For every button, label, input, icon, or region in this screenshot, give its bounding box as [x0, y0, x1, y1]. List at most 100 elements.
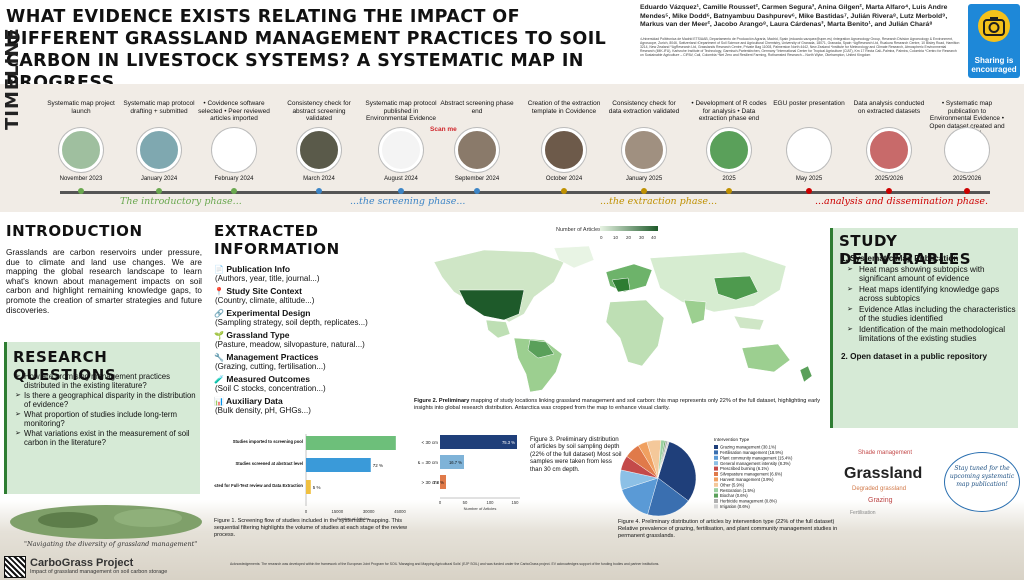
- landscape-photo: [10, 505, 202, 539]
- poster-title: WHAT EVIDENCE EXISTS RELATING THE IMPACT…: [6, 7, 607, 93]
- timeline-milestone: Consistency check for data extraction va…: [605, 84, 683, 194]
- category-icon: 📄: [214, 265, 224, 274]
- timeline-milestone: Consistency check for abstract screening…: [280, 84, 358, 194]
- legend-entry: General management intensity (8.3%): [720, 461, 791, 466]
- pie-slice: [647, 477, 689, 517]
- extracted-item-description: (Grazing, cutting, fertilisation...): [215, 362, 326, 371]
- share-label: Sharing is encouraged: [971, 56, 1017, 74]
- milestone-photo: [379, 128, 423, 172]
- legend-entry: Silvopasture management (6.6%): [720, 472, 783, 477]
- milestone-dot: [316, 188, 322, 194]
- legend-tick: 10: [613, 235, 619, 240]
- world-map: Number of Articles 0 10 20 30 40: [414, 224, 826, 418]
- list-item: How are promising management practices d…: [15, 372, 199, 390]
- timeline-axis: [60, 191, 990, 194]
- legend-swatch: [714, 455, 718, 460]
- category-label: Studies selected for Full-Text review an…: [214, 483, 303, 488]
- word-cloud: Shade management Grassland Degraded gras…: [844, 450, 922, 516]
- extracted-item-description: (Bulk density, pH, GHGs...): [215, 406, 311, 415]
- x-tick-label: 100: [487, 500, 495, 505]
- extracted-item-title-row: 📍 Study Site Context: [214, 286, 414, 296]
- milestone-dot: [561, 188, 567, 194]
- milestone-dot: [78, 188, 84, 194]
- figure-2-caption: Figure 2. Preliminary mapping of study l…: [414, 398, 824, 412]
- milestone-date: September 2024: [454, 176, 500, 182]
- legend-title: Intervention Type: [714, 437, 750, 442]
- legend-swatch: [714, 450, 718, 455]
- legend-swatch: [714, 488, 718, 493]
- timeline-milestone: • Development of R codes for analysis • …: [690, 84, 768, 194]
- x-tick-label: 50: [463, 500, 468, 505]
- category-icon: 🧪: [214, 375, 224, 384]
- figure-4-caption: Figure 4. Preliminary distribution of ar…: [618, 519, 838, 539]
- milestone-date: November 2023: [59, 176, 103, 182]
- extracted-item-title-row: 🔗 Experimental Design: [214, 308, 414, 318]
- extracted-item-title: Management Practices: [226, 352, 319, 362]
- stay-tuned-bubble: Stay tuned for the upcoming systematic m…: [944, 452, 1020, 512]
- milestone-dot: [398, 188, 404, 194]
- legend-swatch: [714, 466, 718, 471]
- milestone-date: October 2024: [545, 176, 583, 182]
- category-label: Studies imported to screening pool: [233, 439, 303, 444]
- legend-entry: Prescribed burning (6.1%): [720, 466, 769, 471]
- introduction-text: Grasslands are carbon reservoirs under p…: [6, 248, 202, 315]
- x-tick-label: 0: [439, 500, 442, 505]
- x-tick-label: 45000: [394, 509, 406, 514]
- bar: [440, 455, 464, 469]
- x-tick-label: 15000: [332, 509, 344, 514]
- legend-swatch: [714, 472, 718, 476]
- bar: [306, 436, 396, 450]
- milestone-dot: [886, 188, 892, 194]
- legend-entry: Biochar (0.6%): [720, 493, 748, 498]
- milestone-label: Systematic map protocol published in Env…: [365, 100, 437, 122]
- milestone-dot: [964, 188, 970, 194]
- x-axis-label: Number of Articles: [464, 506, 497, 511]
- milestone-photo: [622, 128, 666, 172]
- milestone-photo: [212, 128, 256, 172]
- milestone-dot: [726, 188, 732, 194]
- figure-3-caption: Figure 3. Preliminary distribution of ar…: [530, 436, 622, 473]
- extracted-item-description: (Country, climate, altitude...): [215, 296, 315, 305]
- timeline-milestone: Systematic map protocol drafting + submi…: [120, 84, 198, 194]
- extracted-information-heading: EXTRACTED INFORMATION: [214, 222, 340, 258]
- milestone-photo: [707, 128, 751, 172]
- affiliation-list: ¹Universidad Politécnica de Madrid ETSIA…: [640, 37, 960, 58]
- milestone-dot: [474, 188, 480, 194]
- camera-icon: [978, 10, 1010, 42]
- navigation-caption: "Navigating the diversity of grassland m…: [24, 540, 198, 548]
- legend-entry: Harvest management (3.9%): [720, 477, 774, 482]
- research-questions-list: How are promising management practices d…: [15, 372, 199, 448]
- milestone-label: Abstract screening phase end: [440, 100, 514, 115]
- category-label: Studies screened at abstract level: [236, 461, 304, 466]
- legend-swatch: [714, 477, 718, 482]
- legend-tick: 30: [639, 235, 645, 240]
- scan-me-label: Scan me: [430, 126, 457, 133]
- deliverable-subitem: Heat maps showing subtopics with signifi…: [841, 265, 1019, 284]
- milestone-dot: [641, 188, 647, 194]
- milestone-label: Consistency check for abstract screening…: [287, 100, 351, 122]
- data-label: 7.8 %: [433, 480, 444, 485]
- data-label: 5 %: [313, 485, 321, 490]
- author-list: Eduardo Vázquez¹, Camille Rousset², Carm…: [640, 4, 948, 28]
- timeline-label: TIMELINE: [2, 27, 23, 130]
- milestone-photo: [945, 128, 989, 172]
- word-cloud-word: Fertilisation: [850, 510, 876, 516]
- acknowledgements: Acknowledgements: The research was devel…: [230, 562, 660, 566]
- qr-code-icon[interactable]: [4, 556, 26, 578]
- timeline-milestone: Abstract screening phase end September 20…: [438, 84, 516, 194]
- bar: [306, 480, 311, 494]
- extracted-item: 🧪 Measured Outcomes (Soil C stocks, conce…: [214, 374, 414, 393]
- category-label: > & = 30 cm: [418, 460, 438, 465]
- timeline-milestone: Data analysis conducted on extracted dat…: [850, 84, 928, 194]
- milestone-label: • Development of R codes for analysis • …: [691, 100, 767, 122]
- timeline-section: Systematic map project launch November 20…: [0, 84, 1024, 212]
- legend-tick: 40: [651, 235, 657, 240]
- milestone-date: January 2024: [140, 176, 178, 182]
- timeline-milestone: • Systematic map publication to Environm…: [928, 84, 1006, 194]
- extracted-item-title-row: 📄 Publication Info: [214, 264, 414, 274]
- legend-entry: Fertilisation management (18.9%): [720, 450, 783, 455]
- x-axis-label: Number of Articles: [337, 516, 370, 521]
- word-cloud-word: Grazing: [868, 497, 893, 504]
- list-item: What proportion of studies include long-…: [15, 410, 199, 428]
- legend-entry: Restoration (1.5%): [720, 488, 756, 493]
